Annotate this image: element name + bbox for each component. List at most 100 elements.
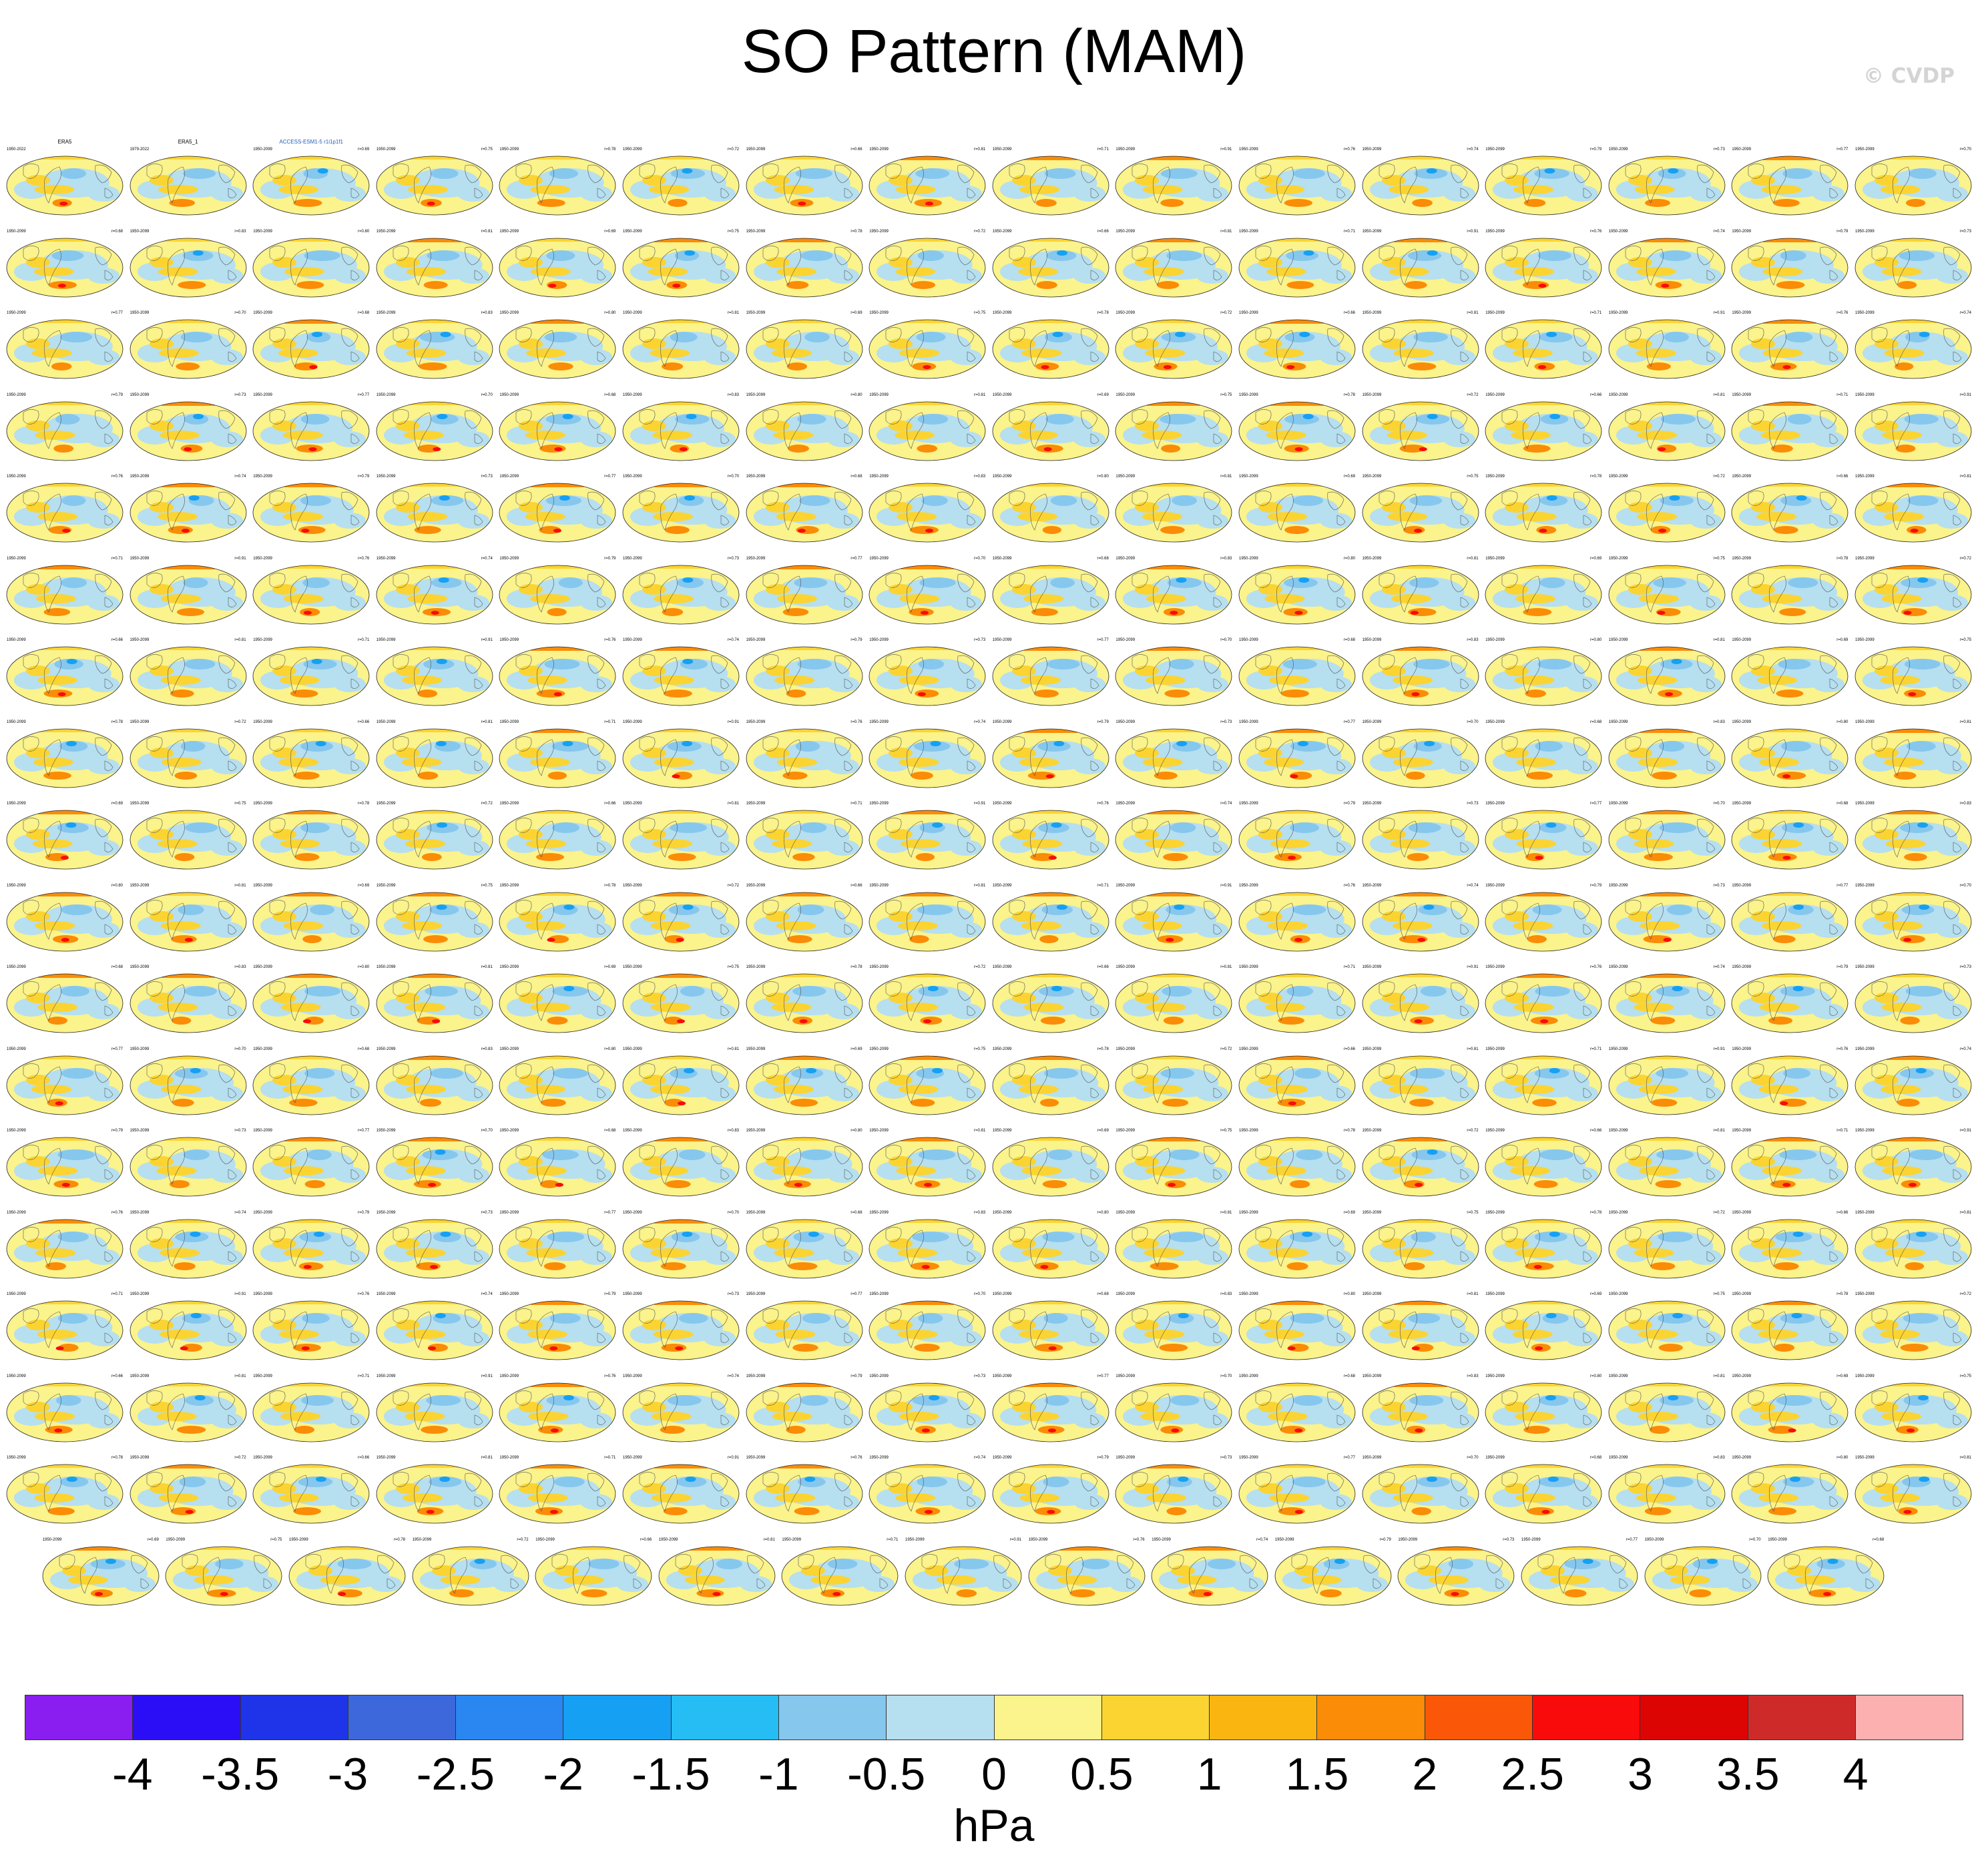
map-positive-band bbox=[1515, 593, 1556, 603]
map-strong-negative-core bbox=[312, 332, 323, 337]
map-strong-negative-core bbox=[1051, 986, 1062, 991]
map-panel: 1950-2099 r=0.81 bbox=[1607, 1120, 1726, 1200]
map-strong-negative-core bbox=[440, 1231, 451, 1237]
map-positive-band bbox=[279, 676, 320, 685]
map-positive-band bbox=[158, 348, 199, 358]
map-svg bbox=[6, 1219, 123, 1278]
map-svg bbox=[1731, 238, 1848, 297]
map-coastline bbox=[783, 412, 801, 449]
map-positive-core bbox=[1280, 690, 1310, 698]
map-positive-band bbox=[37, 676, 78, 685]
map-coastline bbox=[1583, 270, 1592, 280]
map-positive-band bbox=[896, 1166, 937, 1175]
panel-correlation: r=0.83 bbox=[1467, 638, 1479, 642]
map-coastline bbox=[885, 164, 902, 179]
map-arctic-anomaly bbox=[1023, 401, 1077, 405]
map-arctic-anomaly bbox=[284, 892, 338, 896]
map-arctic-anomaly bbox=[1517, 974, 1571, 978]
map-coastline bbox=[720, 678, 730, 689]
map-negative-core bbox=[1780, 495, 1812, 506]
map-negative-core bbox=[1166, 250, 1202, 261]
panel-years: 1950-2099 bbox=[869, 148, 889, 152]
map-coastline bbox=[1820, 246, 1837, 265]
map-strong-positive-core bbox=[1288, 1101, 1296, 1105]
map-arctic-anomaly bbox=[1147, 565, 1201, 569]
map-negative-core bbox=[57, 1313, 88, 1324]
map-panel: 1950-2099 r=0.77 bbox=[498, 466, 617, 546]
map-negative-core bbox=[1413, 168, 1447, 179]
panel-years: 1950-2099 bbox=[869, 229, 889, 234]
map-coastline bbox=[341, 164, 358, 184]
map-arctic-anomaly bbox=[161, 238, 215, 242]
panel-years: 1950-2099 bbox=[1855, 638, 1875, 642]
map-strong-positive-core bbox=[1663, 937, 1672, 942]
map-coastline bbox=[597, 433, 606, 444]
map-svg bbox=[6, 483, 123, 543]
map-positive-band bbox=[530, 185, 571, 194]
map-positive-band bbox=[31, 1084, 72, 1094]
map-positive-band bbox=[889, 338, 913, 349]
map-panel: 1950-2099 r=0.69 bbox=[498, 221, 617, 301]
map-coastline bbox=[639, 164, 656, 179]
map-panel: 1950-2099 r=0.73 bbox=[129, 1120, 248, 1200]
map-panel: 1950-2099 r=0.66 bbox=[745, 139, 864, 219]
map-panel: 1950-2099 r=0.77 bbox=[5, 1039, 124, 1119]
panel-correlation: r=0.78 bbox=[850, 229, 862, 234]
map-negative-region bbox=[210, 1085, 243, 1101]
map-strong-negative-core bbox=[1549, 1231, 1561, 1237]
map-strong-negative-core bbox=[684, 250, 696, 256]
map-positive-core bbox=[174, 771, 197, 780]
map-negative-region bbox=[826, 513, 859, 529]
map-positive-core bbox=[1035, 199, 1057, 207]
map-positive-band bbox=[642, 256, 666, 268]
map-panel: 1950-2099 r=0.79 bbox=[991, 1447, 1110, 1527]
map-positive-band bbox=[1258, 502, 1282, 513]
map-coastline bbox=[1399, 330, 1417, 367]
map-coastline bbox=[1255, 654, 1272, 670]
map-strong-positive-core bbox=[794, 1183, 802, 1187]
map-positive-band bbox=[526, 839, 567, 848]
map-panel: 1950-2099 r=0.72 bbox=[1361, 384, 1480, 465]
map-panel: 1950-2099 r=0.74 bbox=[868, 1447, 987, 1527]
map-coastline bbox=[23, 654, 39, 670]
map-coastline bbox=[907, 657, 925, 694]
map-coastline bbox=[23, 736, 39, 752]
map-positive-band bbox=[1145, 348, 1186, 358]
map-svg bbox=[622, 728, 740, 788]
map-strong-negative-core bbox=[684, 495, 696, 501]
map-panel: 1950-2099 r=0.78 bbox=[1730, 1284, 1849, 1364]
map-svg bbox=[622, 810, 740, 870]
map-negative-region bbox=[704, 513, 736, 529]
map-arctic-anomaly bbox=[901, 1301, 955, 1305]
map-positive-band bbox=[1011, 338, 1036, 349]
panel-years: 1950-2099 bbox=[1362, 148, 1382, 152]
map-negative-core bbox=[795, 168, 832, 179]
map-coastline bbox=[393, 164, 409, 179]
map-svg bbox=[746, 565, 862, 624]
map-positive-band bbox=[1761, 185, 1802, 194]
map-arctic-anomaly bbox=[407, 238, 461, 242]
map-border bbox=[992, 238, 1109, 297]
panel-years: 1950-2099 bbox=[869, 311, 889, 315]
map-strong-negative-core bbox=[1669, 495, 1680, 501]
map-svg bbox=[1731, 646, 1848, 706]
map-coastline bbox=[1501, 572, 1518, 588]
map-strong-positive-core bbox=[1047, 1428, 1056, 1432]
map-negative-region bbox=[87, 513, 119, 529]
map-negative-region bbox=[1443, 758, 1475, 774]
map-coastline bbox=[1943, 491, 1961, 511]
map-positive-band bbox=[406, 266, 447, 276]
map-svg bbox=[130, 728, 246, 788]
map-negative-region bbox=[334, 594, 366, 611]
map-negative-region bbox=[1812, 840, 1845, 856]
map-positive-core bbox=[909, 935, 929, 943]
map-border bbox=[252, 565, 370, 624]
map-coastline bbox=[1030, 657, 1047, 694]
map-positive-band bbox=[158, 266, 198, 276]
map-svg bbox=[130, 1382, 246, 1442]
map-svg bbox=[1238, 810, 1356, 870]
map-positive-core bbox=[548, 771, 567, 780]
map-strong-positive-core bbox=[1294, 937, 1302, 942]
map-arctic-anomaly bbox=[654, 238, 708, 242]
map-positive-band bbox=[1634, 185, 1675, 194]
